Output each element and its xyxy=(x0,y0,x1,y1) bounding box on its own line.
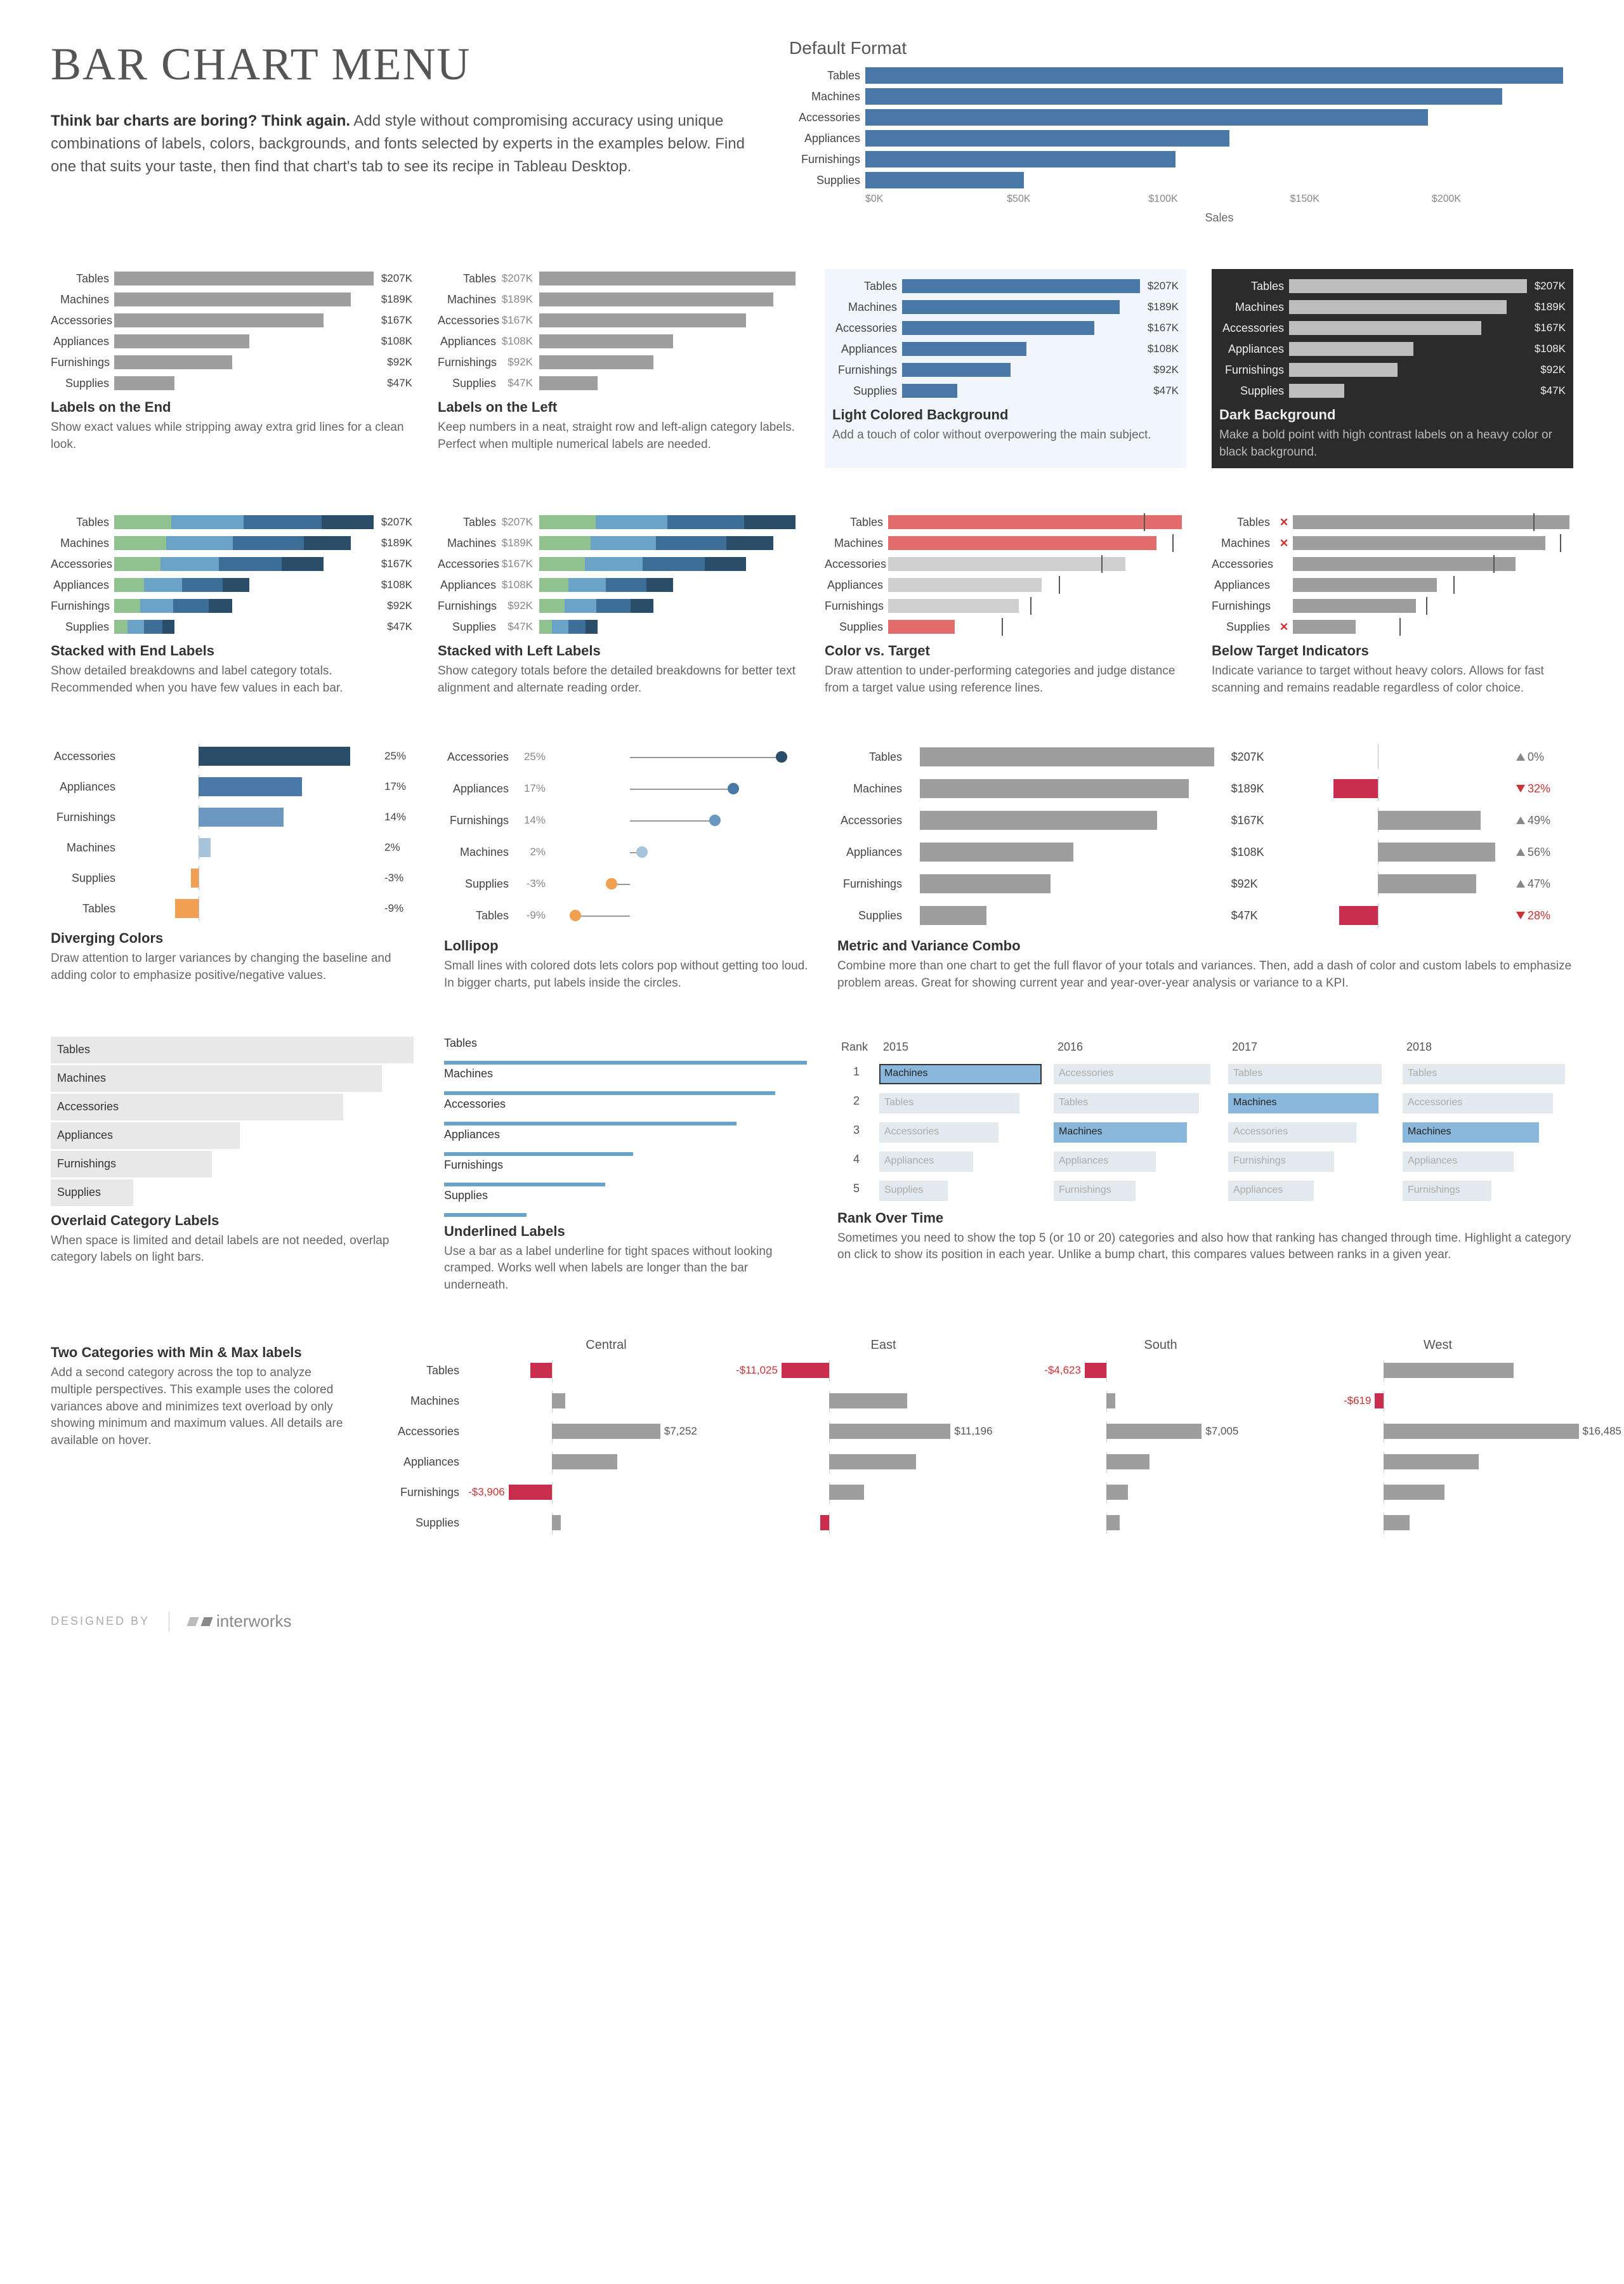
page-title: BAR CHART MENU xyxy=(51,38,751,91)
tile-labels-left: Tables$207KMachines$189KAccessories$167K… xyxy=(438,269,799,468)
t-twocat: Two Categories with Min & Max labels xyxy=(51,1344,350,1361)
t-stack-end: Stacked with End Labels xyxy=(51,643,412,659)
t-below: Below Target Indicators xyxy=(1212,643,1573,659)
d-stack-left: Show category totals before the detailed… xyxy=(438,663,799,697)
chart-rank: Rank20152016201720181MachinesAccessories… xyxy=(837,1037,1573,1204)
tile-two-cat-desc: Two Categories with Min & Max labels Add… xyxy=(51,1338,350,1535)
footer: DESIGNED BY interworks xyxy=(51,1611,1573,1631)
chart-stacked-end: Tables$207KMachines$189KAccessories$167K… xyxy=(51,513,412,636)
tile-rank: Rank20152016201720181MachinesAccessories… xyxy=(837,1037,1573,1294)
chart-lollipop: Accessories25%Appliances17%Furnishings14… xyxy=(444,741,812,931)
logo-mark-icon xyxy=(187,1617,199,1626)
tile-dark-bg: Tables$207KMachines$189KAccessories$167K… xyxy=(1212,269,1573,468)
row-1: Tables$207KMachines$189KAccessories$167K… xyxy=(51,269,1573,468)
t-overlay: Overlaid Category Labels xyxy=(51,1212,419,1229)
default-heading: Default Format xyxy=(789,38,1573,58)
d-under: Use a bar as a label underline for tight… xyxy=(444,1244,812,1294)
d-twocat: Add a second category across the top to … xyxy=(51,1365,350,1449)
chart-labels-left: Tables$207KMachines$189KAccessories$167K… xyxy=(438,269,799,393)
intro-strong: Think bar charts are boring? Think again… xyxy=(51,112,350,129)
d-target: Draw attention to under-performing categ… xyxy=(825,663,1186,697)
t-target: Color vs. Target xyxy=(825,643,1186,659)
d-diverge: Draw attention to larger variances by ch… xyxy=(51,950,419,984)
d-labels-end: Show exact values while stripping away e… xyxy=(51,419,412,453)
tile-labels-end: Tables$207KMachines$189KAccessories$167K… xyxy=(51,269,412,468)
intro-block: BAR CHART MENU Think bar charts are bori… xyxy=(51,38,751,178)
d-overlay: When space is limited and detail labels … xyxy=(51,1233,419,1266)
row-3: Accessories25%Appliances17%Furnishings14… xyxy=(51,741,1573,992)
d-light: Add a touch of color without overpowerin… xyxy=(832,427,1179,444)
footer-logo: interworks xyxy=(188,1611,291,1631)
t-labels-end: Labels on the End xyxy=(51,399,412,416)
chart-below-target: Tables×Machines×AccessoriesAppliancesFur… xyxy=(1212,513,1573,636)
d-dark: Make a bold point with high contrast lab… xyxy=(1219,427,1566,461)
row-2: Tables$207KMachines$189KAccessories$167K… xyxy=(51,513,1573,697)
t-lolli: Lollipop xyxy=(444,938,812,954)
chart-color-target: TablesMachinesAccessoriesAppliancesFurni… xyxy=(825,513,1186,636)
tile-lollipop: Accessories25%Appliances17%Furnishings14… xyxy=(444,741,812,992)
tile-diverging: Accessories25%Appliances17%Furnishings14… xyxy=(51,741,419,992)
t-light: Light Colored Background xyxy=(832,407,1179,423)
chart-two-cat: CentralEastSouthWestTables-$11,025-$4,62… xyxy=(376,1338,1573,1535)
tile-below-target: Tables×Machines×AccessoriesAppliancesFur… xyxy=(1212,513,1573,697)
t-rank: Rank Over Time xyxy=(837,1210,1573,1226)
chart-dark-bg: Tables$207KMachines$189KAccessories$167K… xyxy=(1219,277,1566,400)
footer-brand: interworks xyxy=(216,1611,291,1631)
intro-text: Think bar charts are boring? Think again… xyxy=(51,110,751,178)
footer-designed: DESIGNED BY xyxy=(51,1615,150,1628)
row-5: Two Categories with Min & Max labels Add… xyxy=(51,1338,1573,1535)
tile-underlined: TablesMachinesAccessoriesAppliancesFurni… xyxy=(444,1037,812,1294)
d-below: Indicate variance to target without heav… xyxy=(1212,663,1573,697)
chart-underlined: TablesMachinesAccessoriesAppliancesFurni… xyxy=(444,1037,812,1217)
logo-mark-icon-2 xyxy=(200,1617,213,1626)
chart-combo: Tables$207K0%Machines$189K32%Accessories… xyxy=(837,741,1573,931)
tile-stacked-end: Tables$207KMachines$189KAccessories$167K… xyxy=(51,513,412,697)
row-4: TablesMachinesAccessoriesAppliancesFurni… xyxy=(51,1037,1573,1294)
d-combo: Combine more than one chart to get the f… xyxy=(837,958,1573,992)
tile-overlaid: TablesMachinesAccessoriesAppliancesFurni… xyxy=(51,1037,419,1294)
d-labels-left: Keep numbers in a neat, straight row and… xyxy=(438,419,799,453)
d-rank: Sometimes you need to show the top 5 (or… xyxy=(837,1230,1573,1264)
chart-stacked-left: Tables$207KMachines$189KAccessories$167K… xyxy=(438,513,799,636)
t-labels-left: Labels on the Left xyxy=(438,399,799,416)
tile-stacked-left: Tables$207KMachines$189KAccessories$167K… xyxy=(438,513,799,697)
default-chart-block: Default Format TablesMachinesAccessories… xyxy=(789,38,1573,225)
t-under: Underlined Labels xyxy=(444,1223,812,1240)
tile-combo: Tables$207K0%Machines$189K32%Accessories… xyxy=(837,741,1573,992)
chart-labels-end: Tables$207KMachines$189KAccessories$167K… xyxy=(51,269,412,393)
d-lolli: Small lines with colored dots lets color… xyxy=(444,958,812,992)
t-stack-left: Stacked with Left Labels xyxy=(438,643,799,659)
tile-light-bg: Tables$207KMachines$189KAccessories$167K… xyxy=(825,269,1186,468)
chart-light-bg: Tables$207KMachines$189KAccessories$167K… xyxy=(832,277,1179,400)
header-row: BAR CHART MENU Think bar charts are bori… xyxy=(51,38,1573,225)
t-combo: Metric and Variance Combo xyxy=(837,938,1573,954)
chart-diverging: Accessories25%Appliances17%Furnishings14… xyxy=(51,741,419,924)
default-chart: TablesMachinesAccessoriesAppliancesFurni… xyxy=(789,66,1573,225)
t-dark: Dark Background xyxy=(1219,407,1566,423)
chart-overlaid: TablesMachinesAccessoriesAppliancesFurni… xyxy=(51,1037,419,1206)
t-diverge: Diverging Colors xyxy=(51,930,419,947)
tile-color-target: TablesMachinesAccessoriesAppliancesFurni… xyxy=(825,513,1186,697)
d-stack-end: Show detailed breakdowns and label categ… xyxy=(51,663,412,697)
